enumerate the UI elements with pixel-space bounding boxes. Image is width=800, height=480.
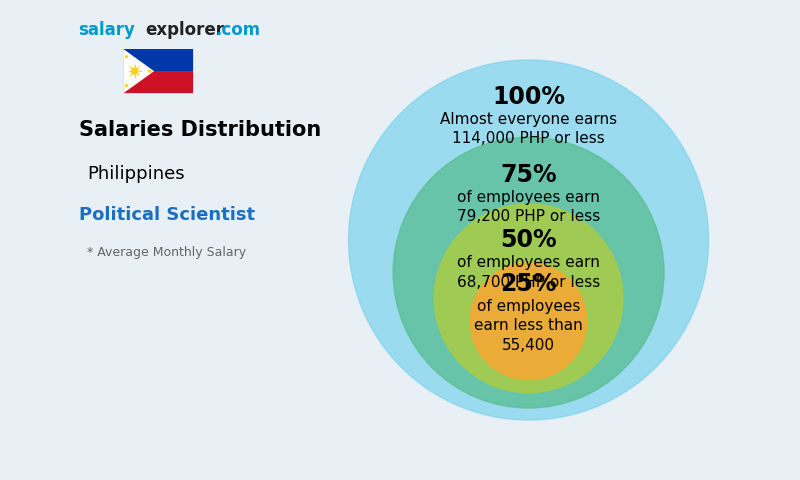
Polygon shape [123,49,154,94]
Text: .com: .com [216,22,261,39]
Text: explorer: explorer [146,22,225,39]
Text: * Average Monthly Salary: * Average Monthly Salary [87,246,246,259]
Circle shape [470,263,587,380]
Text: Almost everyone earns
114,000 PHP or less: Almost everyone earns 114,000 PHP or les… [440,112,617,146]
Bar [123,49,194,94]
Text: 100%: 100% [492,85,565,109]
Text: of employees
earn less than
55,400: of employees earn less than 55,400 [474,299,583,352]
Text: Philippines: Philippines [87,166,185,183]
Text: 25%: 25% [500,272,557,296]
Text: of employees earn
79,200 PHP or less: of employees earn 79,200 PHP or less [457,190,600,225]
Polygon shape [124,54,129,59]
Text: 75%: 75% [500,163,557,187]
Polygon shape [124,84,129,88]
Circle shape [131,67,138,75]
Circle shape [393,137,664,408]
Bar [123,49,194,71]
Text: Salaries Distribution: Salaries Distribution [78,120,321,140]
Text: Political Scientist: Political Scientist [78,206,254,224]
Text: 50%: 50% [500,228,557,252]
Circle shape [434,204,623,393]
Text: salary: salary [78,22,135,39]
Text: of employees earn
68,700 PHP or less: of employees earn 68,700 PHP or less [457,255,600,289]
Circle shape [349,60,709,420]
Bar [123,71,194,94]
Polygon shape [147,69,153,73]
